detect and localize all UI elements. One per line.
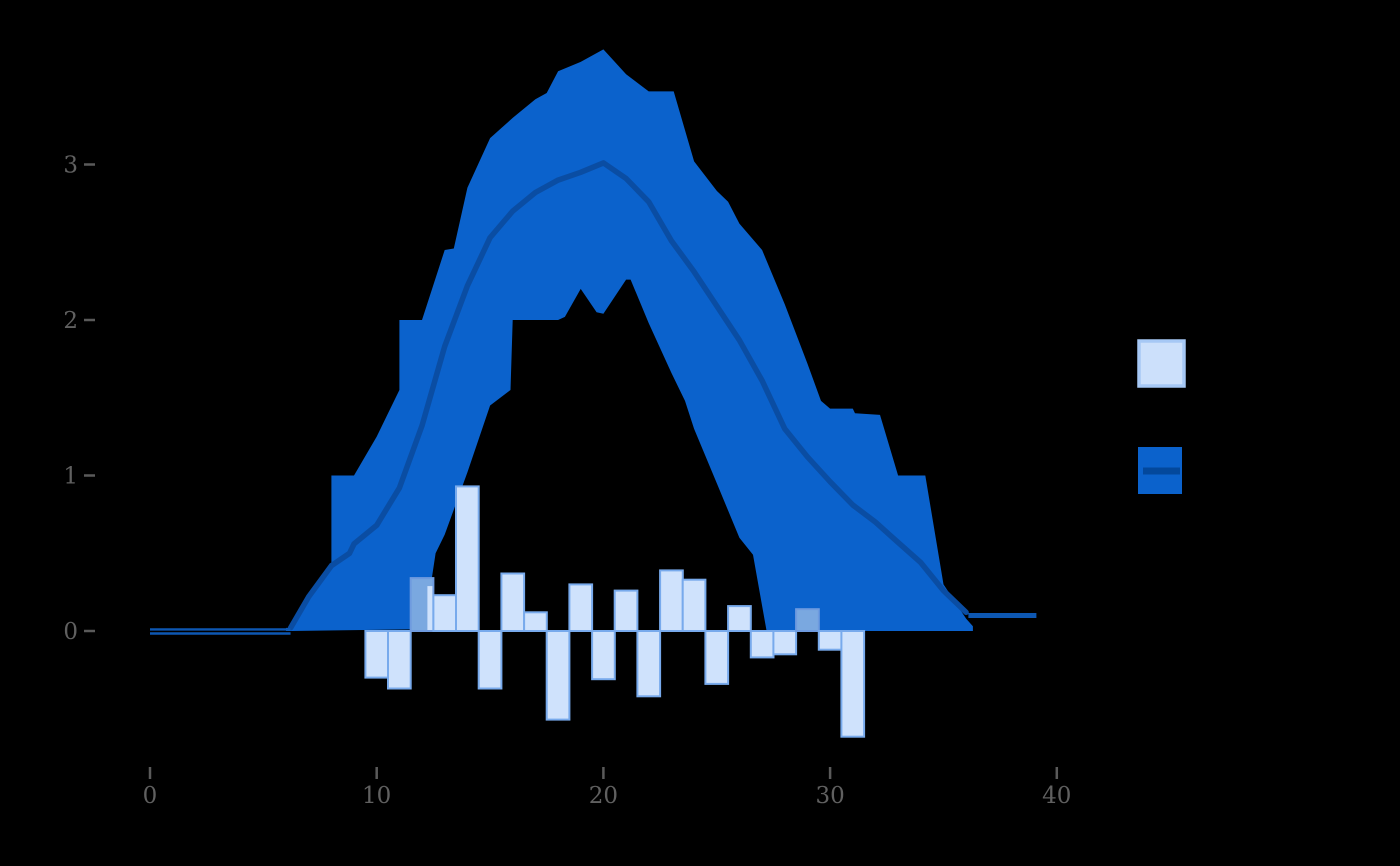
- bar-x18: [545, 630, 571, 721]
- bar-x13: [432, 594, 458, 633]
- bar-x22: [636, 630, 662, 698]
- bar-x23: [659, 569, 684, 633]
- bar-x20: [591, 630, 616, 681]
- y-axis-tick-label-3: 3: [63, 153, 78, 179]
- y-axis-tick-label-1: 1: [63, 464, 78, 490]
- tail-lines-layer: [150, 612, 1037, 635]
- x-axis-tick-label-30: 30: [815, 783, 844, 809]
- histogram-bars-layer: [364, 485, 866, 738]
- bar-x31: [840, 630, 866, 738]
- x-axis-tick-label-40: 40: [1042, 783, 1071, 809]
- x-axis-tick-label-0: 0: [143, 783, 158, 809]
- x-axis-tick-label-20: 20: [589, 783, 618, 809]
- bar-x10: [364, 630, 390, 679]
- legend-light-band-swatch: [1137, 339, 1186, 388]
- bar-x27: [749, 630, 775, 659]
- x-axis-tick-label-10: 10: [362, 783, 391, 809]
- bar-x30: [817, 630, 843, 651]
- bar-x28: [772, 630, 798, 656]
- y-axis-tick-label-0: 0: [63, 619, 78, 645]
- bar-x29: [795, 608, 820, 633]
- bar-x11: [387, 630, 412, 690]
- legend: [1137, 339, 1186, 494]
- axes-layer: 0 10 20 30 40 0 1 2 3: [63, 153, 1071, 810]
- bar-x15: [477, 630, 503, 690]
- y-axis-tick-label-2: 2: [63, 308, 78, 334]
- bar-x16: [500, 572, 526, 632]
- bar-x26: [727, 605, 752, 632]
- mean-line: [287, 160, 969, 631]
- bar-x19: [568, 583, 594, 633]
- bar-x24: [681, 578, 707, 633]
- bar-x17: [523, 611, 548, 632]
- bar-x14: [455, 485, 480, 632]
- interval-band: [286, 49, 973, 631]
- bar-x12-pure-sliver: [427, 586, 433, 630]
- interval-band-layer: [286, 49, 973, 631]
- bar-x21: [613, 589, 639, 632]
- bar-x25: [704, 630, 730, 685]
- mean-line-layer: [287, 160, 969, 631]
